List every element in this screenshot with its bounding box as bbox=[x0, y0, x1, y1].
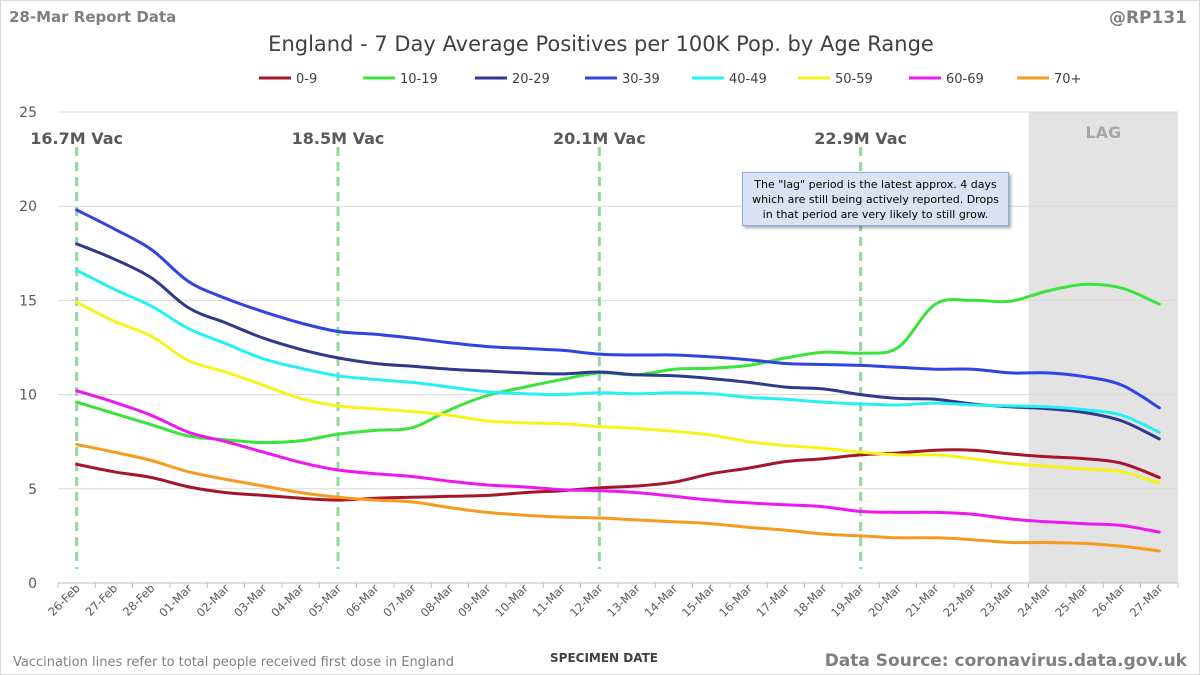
x-tick-label: 03-Mar bbox=[231, 581, 270, 620]
x-tick-label: 01-Mar bbox=[156, 581, 195, 620]
lag-note-box: The "lag" period is the latest approx. 4… bbox=[742, 172, 1009, 226]
x-tick-label: 11-Mar bbox=[530, 581, 569, 620]
legend-label: 20-29 bbox=[512, 72, 550, 87]
x-tick-label: 24-Mar bbox=[1015, 581, 1054, 620]
x-tick-label: 19-Mar bbox=[828, 581, 867, 620]
y-tick-label: 15 bbox=[19, 293, 37, 309]
lag-label: LAG bbox=[1085, 123, 1121, 142]
series-line-60-69 bbox=[75, 389, 1161, 534]
legend-label: 60-69 bbox=[946, 72, 984, 87]
chart-title: England - 7 Day Average Positives per 10… bbox=[268, 32, 934, 56]
x-tick-label: 08-Mar bbox=[418, 581, 457, 620]
x-tick-label: 14-Mar bbox=[642, 581, 681, 620]
lag-note-line: in that period are very likely to still … bbox=[762, 208, 989, 221]
x-tick-label: 07-Mar bbox=[380, 581, 419, 620]
y-tick-label: 5 bbox=[28, 482, 37, 498]
x-tick-label: 27-Mar bbox=[1127, 581, 1166, 620]
x-tick-label: 17-Mar bbox=[754, 581, 793, 620]
x-tick-label: 25-Mar bbox=[1052, 581, 1091, 620]
vaccination-label: 16.7M Vac bbox=[30, 129, 123, 148]
legend-label: 40-49 bbox=[729, 72, 767, 87]
legend-label: 70+ bbox=[1054, 72, 1081, 87]
legend-label: 30-39 bbox=[622, 72, 660, 87]
report-date-label: 28-Mar Report Data bbox=[9, 8, 177, 26]
y-tick-label: 10 bbox=[19, 388, 37, 404]
y-tick-label: 20 bbox=[19, 199, 37, 215]
series-line-20-29 bbox=[75, 242, 1161, 441]
x-tick-label: 27-Feb bbox=[83, 581, 121, 619]
x-tick-label: 12-Mar bbox=[567, 581, 606, 620]
legend-label: 50-59 bbox=[835, 72, 873, 87]
x-tick-label: 05-Mar bbox=[306, 581, 345, 620]
x-tick-label: 22-Mar bbox=[940, 581, 979, 620]
x-tick-label: 26-Mar bbox=[1090, 581, 1129, 620]
lag-note-line: which are still being actively reported.… bbox=[752, 193, 999, 206]
author-handle: @RP131 bbox=[1108, 8, 1187, 28]
legend-label: 10-19 bbox=[400, 72, 438, 87]
series-line-70plus bbox=[75, 443, 1161, 553]
x-tick-label: 28-Feb bbox=[120, 581, 158, 619]
vaccination-footnote: Vaccination lines refer to total people … bbox=[13, 655, 455, 670]
data-source-label: Data Source: coronavirus.data.gov.uk bbox=[824, 651, 1187, 671]
vaccination-label: 20.1M Vac bbox=[553, 129, 646, 148]
series-line-10-19 bbox=[75, 282, 1161, 445]
x-tick-label: 16-Mar bbox=[716, 581, 755, 620]
lag-note-line: The "lag" period is the latest approx. 4… bbox=[754, 178, 997, 191]
y-tick-label: 0 bbox=[28, 576, 37, 592]
vaccination-label: 18.5M Vac bbox=[292, 129, 385, 148]
x-tick-label: 15-Mar bbox=[679, 581, 718, 620]
x-tick-label: 18-Mar bbox=[791, 581, 830, 620]
x-tick-label: 09-Mar bbox=[455, 581, 494, 620]
x-tick-label: 10-Mar bbox=[492, 581, 531, 620]
x-tick-label: 02-Mar bbox=[194, 581, 233, 620]
series-line-0-9 bbox=[75, 448, 1161, 502]
series-line-50-59 bbox=[75, 300, 1161, 485]
series-line-30-39 bbox=[75, 208, 1161, 410]
x-tick-label: 26-Feb bbox=[45, 581, 83, 619]
legend-label: 0-9 bbox=[296, 72, 317, 87]
vaccination-label: 22.9M Vac bbox=[814, 129, 907, 148]
y-tick-label: 25 bbox=[19, 105, 37, 121]
series-line-40-49 bbox=[75, 268, 1161, 434]
x-tick-label: 04-Mar bbox=[268, 581, 307, 620]
x-tick-label: 20-Mar bbox=[866, 581, 905, 620]
x-tick-label: 13-Mar bbox=[604, 581, 643, 620]
x-axis-title: SPECIMEN DATE bbox=[550, 651, 658, 665]
x-tick-label: 06-Mar bbox=[343, 581, 382, 620]
x-tick-label: 23-Mar bbox=[978, 581, 1017, 620]
lag-band bbox=[1028, 112, 1178, 583]
x-tick-label: 21-Mar bbox=[903, 581, 942, 620]
